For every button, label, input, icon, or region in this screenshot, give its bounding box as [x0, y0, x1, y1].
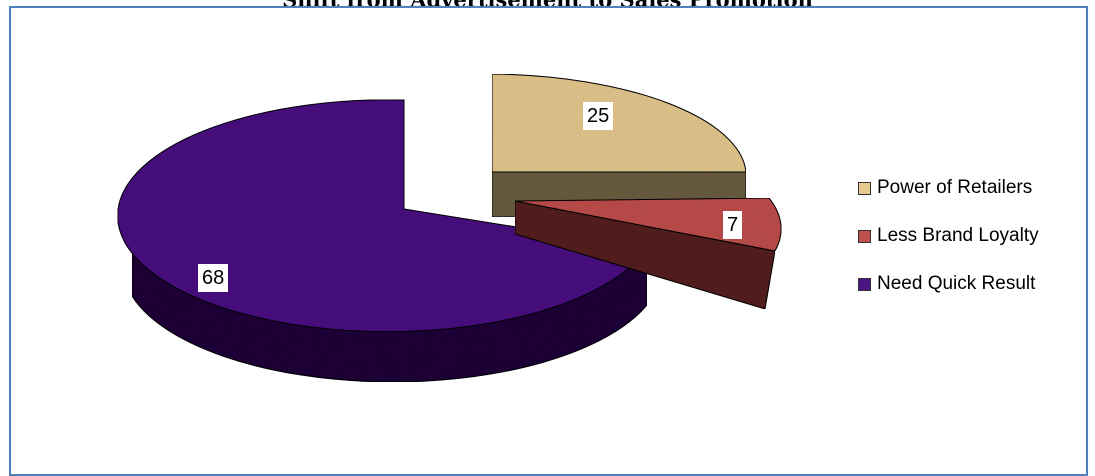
legend-swatch [858, 181, 871, 195]
legend-label: Need Quick Result [877, 273, 1036, 294]
slice-less-brand-loyalty [514, 197, 782, 252]
data-label-less-brand-loyalty: 7 [723, 211, 743, 239]
legend-swatch [858, 229, 871, 243]
legend-item-power-of-retailers: Power of Retailers [858, 177, 1039, 199]
legend-item-less-brand-loyalty: Less Brand Loyalty [858, 225, 1039, 247]
legend-swatch [858, 277, 871, 291]
data-label-power-of-retailers: 25 [583, 102, 614, 130]
legend-item-need-quick-result: Need Quick Result [858, 273, 1039, 295]
legend: Power of Retailers Less Brand Loyalty Ne… [858, 177, 1039, 321]
slice-need-quick-result [117, 99, 648, 333]
chart-title: Shift from Advertisement to Sales Promot… [0, 0, 1095, 12]
pie-chart [117, 73, 782, 383]
legend-label: Less Brand Loyalty [877, 225, 1039, 246]
slice-power-of-retailers [491, 73, 747, 173]
data-label-need-quick-result: 68 [198, 264, 229, 292]
legend-label: Power of Retailers [877, 177, 1033, 198]
